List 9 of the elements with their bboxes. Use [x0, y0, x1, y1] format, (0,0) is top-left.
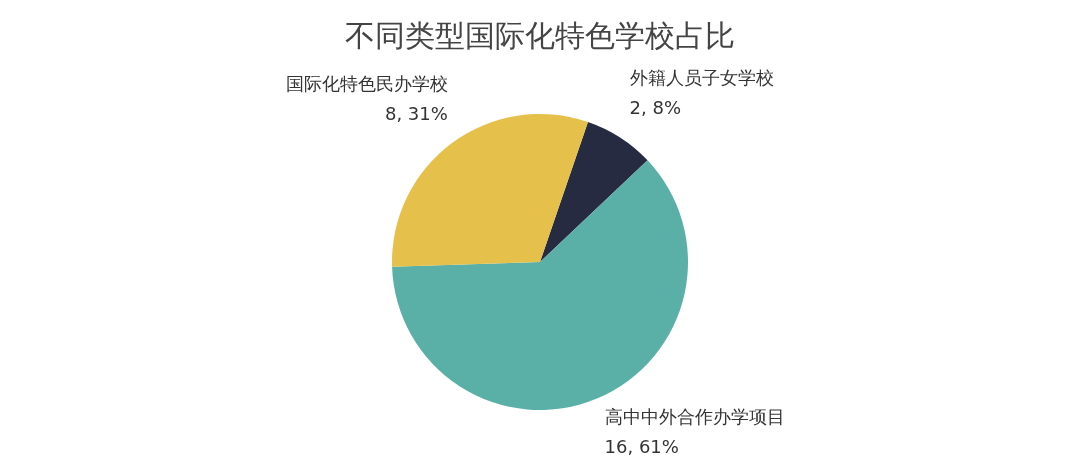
slice-label: 国际化特色民办学校: [285, 73, 448, 95]
chart-title: 不同类型国际化特色学校占比: [345, 18, 735, 54]
data-label: 16, 61%: [604, 435, 679, 457]
slice-label: 高中中外合作办学项目: [604, 405, 785, 427]
pie-slice: [392, 160, 688, 410]
data-label: 2, 8%: [629, 97, 682, 119]
slice-label: 外籍人员子女学校: [629, 67, 774, 89]
data-label: 8, 31%: [384, 103, 448, 125]
pie-slice: [540, 121, 648, 262]
